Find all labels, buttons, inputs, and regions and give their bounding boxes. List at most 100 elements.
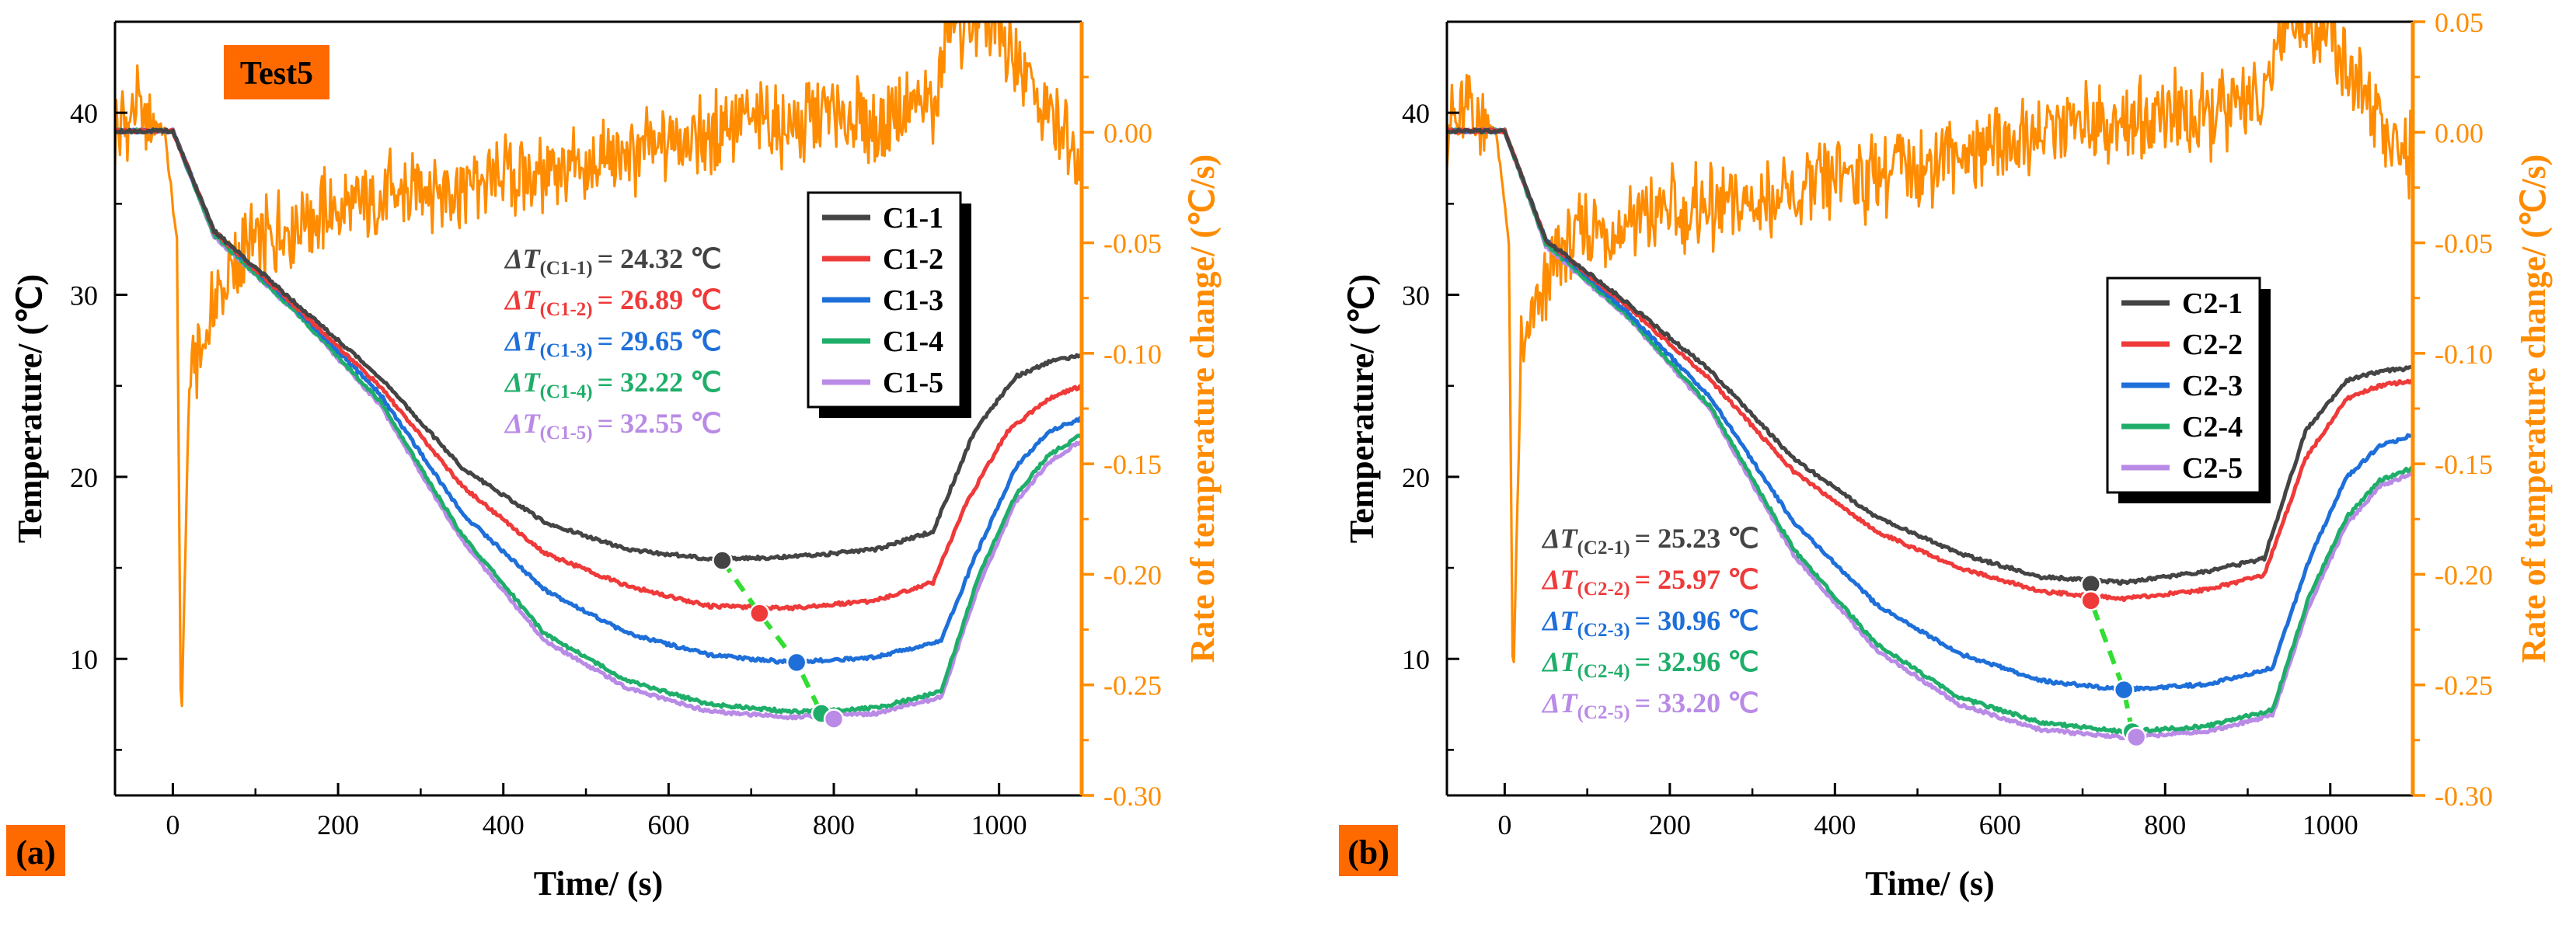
legend-label: C2-3: [2182, 370, 2243, 402]
temperature-series-line-C2-3: [1447, 127, 2413, 693]
y-tick-label: 10: [70, 644, 98, 675]
temperature-series-line-C1-1: [115, 127, 1082, 562]
y2-tick-label: -0.10: [1103, 339, 1162, 370]
minimum-point-marker: [2080, 590, 2101, 611]
y-tick-label: 40: [1402, 98, 1430, 129]
y-tick-label: 30: [70, 280, 98, 311]
minimum-trend-line: [720, 558, 835, 722]
y2-tick-label: -0.30: [2435, 781, 2493, 812]
delta-t-subscript: (C2-2): [1577, 579, 1630, 600]
x-tick-label: 600: [1979, 809, 2021, 840]
delta-t-subscript: (C1-1): [540, 258, 593, 279]
minimum-point-marker: [823, 708, 845, 729]
x-tick-label: 0: [166, 809, 180, 840]
y2-tick-label: -0.15: [1103, 449, 1162, 480]
y-tick-label: 20: [1402, 462, 1430, 493]
y2-tick-label: -0.25: [1103, 670, 1162, 701]
delta-t-symbol: ΔT: [504, 367, 542, 398]
y2-tick-label: 0.00: [1103, 117, 1152, 148]
x-tick-label: 200: [317, 809, 359, 840]
y2-tick-label: -0.30: [1103, 781, 1162, 812]
minimum-point-marker: [786, 652, 807, 673]
legend-label: C1-4: [883, 325, 943, 358]
y2-tick-label: -0.20: [1103, 559, 1162, 590]
delta-t-symbol: ΔT: [1541, 646, 1579, 677]
delta-t-value: = 33.20 ℃: [1635, 687, 1759, 718]
x-tick-label: 200: [1649, 809, 1691, 840]
legend-label: C2-4: [2182, 411, 2243, 444]
legend-label: C1-5: [883, 367, 943, 399]
delta-t-annotation: ΔT(C1-4) = 32.22 ℃: [504, 367, 722, 402]
plot-area: [1447, 22, 2413, 748]
delta-t-subscript: (C1-5): [540, 423, 593, 444]
x-tick-label: 800: [2144, 809, 2186, 840]
delta-t-value: = 32.22 ℃: [598, 367, 722, 398]
temperature-series-line-C1-2: [115, 127, 1082, 612]
temperature-series-line-C1-4: [115, 127, 1082, 715]
delta-t-value: = 25.23 ℃: [1635, 523, 1759, 554]
delta-t-value: = 30.96 ℃: [1635, 605, 1759, 636]
x-tick-label: 800: [813, 809, 855, 840]
y-tick-label: 30: [1402, 280, 1430, 311]
x-tick-label: 1000: [971, 809, 1027, 840]
delta-t-subscript: (C1-2): [540, 299, 593, 320]
delta-t-value: = 32.96 ℃: [1635, 646, 1759, 677]
delta-t-symbol: ΔT: [1541, 523, 1579, 554]
delta-t-value: = 32.55 ℃: [598, 408, 722, 439]
y2-tick-label: -0.15: [2435, 449, 2493, 480]
panel-label-box: [1339, 825, 1398, 876]
legend-label: C1-3: [883, 284, 943, 317]
delta-t-subscript: (C2-5): [1577, 702, 1630, 723]
legend-label: C2-1: [2182, 287, 2243, 320]
delta-t-value: = 26.89 ℃: [598, 284, 722, 315]
delta-t-symbol: ΔT: [1541, 605, 1579, 636]
legend-label: C2-2: [2182, 329, 2243, 361]
y2-tick-label: -0.25: [2435, 670, 2493, 701]
x-axis-label: Time/ (s): [1865, 865, 1995, 903]
y2-tick-label: -0.05: [2435, 228, 2493, 259]
y2-tick-label: 0.00: [2435, 117, 2484, 148]
delta-t-symbol: ΔT: [504, 284, 542, 315]
y-tick-label: 10: [1402, 644, 1430, 675]
rate-series-line: [1447, 22, 2413, 663]
delta-t-value: = 24.32 ℃: [598, 243, 722, 274]
x-axis-label: Time/ (s): [534, 865, 664, 903]
delta-t-symbol: ΔT: [504, 408, 542, 439]
test-tag-box: [224, 45, 329, 99]
x-tick-label: 0: [1497, 809, 1511, 840]
legend-label: C2-5: [2182, 452, 2243, 485]
delta-t-annotation: ΔT(C2-3) = 30.96 ℃: [1541, 605, 1759, 641]
test-tag-label: Test5: [240, 56, 313, 92]
delta-t-symbol: ΔT: [504, 325, 542, 357]
delta-t-symbol: ΔT: [1541, 687, 1579, 718]
panel-label-box: [6, 825, 65, 876]
chart-panel-a: 0 200 400 600 800 1000 10 20 30 40 -0.30 -0.25 -0.20…: [6, 20, 1222, 903]
minimum-point-marker: [2125, 726, 2147, 748]
chart-panel-b: 0 200 400 600 800 1000 10 20 30 40 -0.30 -0.25 -0.20…: [1339, 7, 2553, 903]
temperature-series-line-C2-1: [1447, 127, 2413, 586]
delta-t-value: = 25.97 ℃: [1635, 564, 1759, 595]
panel-label: (b): [1347, 833, 1389, 872]
delta-t-value: = 29.65 ℃: [598, 325, 722, 357]
x-tick-label: 400: [483, 809, 525, 840]
delta-t-annotation: ΔT(C1-1) = 24.32 ℃: [504, 243, 722, 279]
minimum-point-marker: [2113, 679, 2135, 701]
x-tick-label: 600: [647, 809, 689, 840]
legend-label: C1-1: [883, 202, 943, 235]
delta-t-symbol: ΔT: [1541, 564, 1579, 595]
temperature-series-line-C2-4: [1447, 127, 2413, 735]
panel-label: (a): [16, 833, 55, 872]
legend-label: C1-2: [883, 243, 943, 276]
x-tick-label: 1000: [2302, 809, 2358, 840]
delta-t-annotation: ΔT(C1-5) = 32.55 ℃: [504, 408, 722, 444]
minimum-point-marker: [712, 550, 733, 571]
plot-area: [115, 22, 1082, 729]
legend-box: [2106, 277, 2261, 494]
delta-t-annotation: ΔT(C2-1) = 25.23 ℃: [1541, 523, 1759, 558]
delta-t-subscript: (C1-3): [540, 340, 593, 361]
delta-t-symbol: ΔT: [504, 243, 542, 274]
rate-series-line: [115, 22, 1082, 708]
delta-t-annotation: ΔT(C1-3) = 29.65 ℃: [504, 325, 722, 361]
y2-tick-label: -0.05: [1103, 228, 1162, 259]
